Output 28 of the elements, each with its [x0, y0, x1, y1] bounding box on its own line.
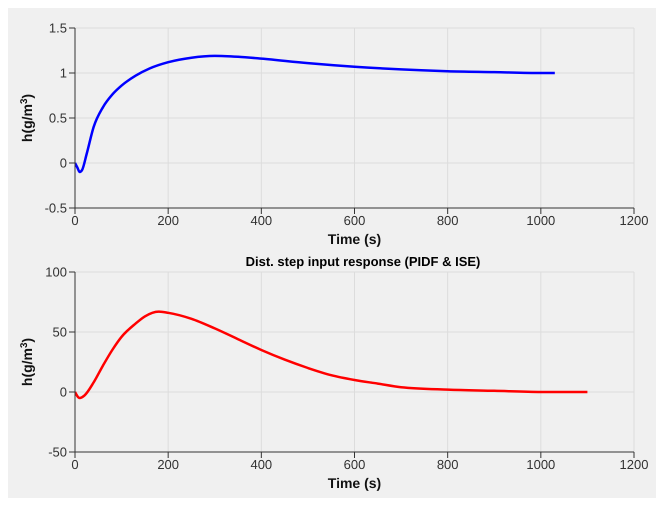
x-tick-label: 1000 [526, 213, 556, 228]
x-tick-label: 600 [344, 457, 366, 472]
y-tick-label: 50 [52, 324, 67, 340]
x-tick-label: 1200 [620, 213, 648, 228]
y-tick-label: 0 [60, 384, 67, 400]
chart-title: Dist. step input response (PIDF & ISE) [244, 254, 482, 269]
x-tick-label: 400 [250, 457, 272, 472]
x-tick-label: 400 [250, 213, 272, 228]
x-tick-label: 200 [157, 213, 180, 228]
x-tick-label: 800 [436, 213, 459, 228]
x-tick-label: 0 [71, 457, 79, 472]
y-tick-label: 1.5 [48, 20, 67, 36]
x-axis-title: Time (s) [328, 231, 382, 247]
x-tick-label: 800 [436, 457, 459, 472]
y-tick-label: 1 [60, 66, 67, 81]
x-tick-label: 0 [71, 213, 79, 228]
y-tick-label: 0 [60, 156, 67, 171]
y-tick-label: 100 [45, 264, 67, 280]
line-series [75, 54, 556, 174]
y-tick-label: 0.5 [48, 110, 67, 126]
x-tick-label: 1200 [620, 457, 648, 472]
x-tick-label: 200 [157, 457, 180, 472]
y-tick-label: -0.5 [44, 200, 67, 216]
x-tick-label: 1000 [526, 457, 556, 472]
x-axis-title: Time (s) [328, 475, 382, 491]
x-tick-label: 600 [344, 213, 366, 228]
line-series [75, 310, 589, 400]
y-tick-label: -50 [48, 444, 67, 460]
